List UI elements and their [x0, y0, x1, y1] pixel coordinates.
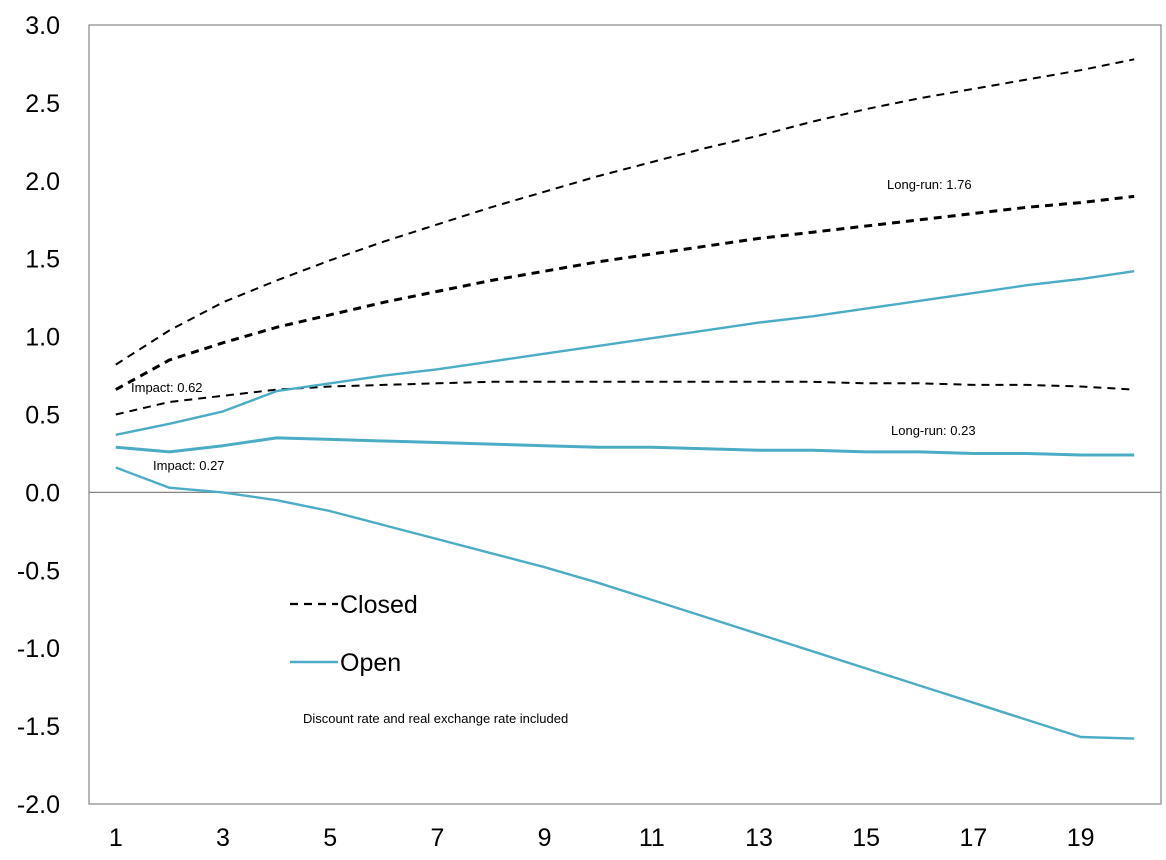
y-tick-label: 1.0	[25, 324, 60, 352]
y-tick-label: -2.0	[17, 791, 60, 819]
series-layer	[115, 58, 1135, 740]
y-tick-label: 1.5	[25, 246, 60, 274]
series-closed-median-line	[115, 194, 1135, 391]
x-tick-label: 9	[538, 824, 552, 852]
annotation-closed-impact: Impact: 0.62	[131, 380, 203, 395]
y-axis-ticks: 3.0 2.5 2.0 1.5 1.0 0.5 0.0 -0.5 -1.0 -1.5 -2.0	[17, 12, 60, 819]
y-tick-label: -1.0	[17, 635, 60, 663]
y-tick-label: 3.0	[25, 12, 60, 40]
x-tick-label: 17	[959, 824, 987, 852]
y-tick-label: 2.5	[25, 90, 60, 118]
x-tick-label: 15	[852, 824, 880, 852]
y-tick-label: 2.0	[25, 168, 60, 196]
annotation-open-longrun: Long-run: 0.23	[891, 423, 976, 438]
legend: Closed Open	[290, 591, 418, 677]
x-tick-label: 19	[1067, 824, 1095, 852]
x-axis-ticks: 1 3 5 7 9 11 13 15 17 19	[109, 824, 1095, 852]
series-open-median-line	[115, 436, 1135, 457]
series-closed-upper-line	[115, 58, 1135, 366]
x-tick-label: 13	[745, 824, 773, 852]
annotation-closed-longrun: Long-run: 1.76	[887, 177, 972, 192]
y-tick-label: -0.5	[17, 557, 60, 585]
x-tick-label: 5	[323, 824, 337, 852]
annotation-open-impact: Impact: 0.27	[153, 458, 225, 473]
series-open-lower-line	[115, 466, 1135, 740]
y-tick-label: 0.0	[25, 479, 60, 507]
x-tick-label: 1	[109, 824, 123, 852]
plot-area	[88, 24, 1162, 805]
x-tick-label: 3	[216, 824, 230, 852]
x-tick-label: 7	[430, 824, 444, 852]
series-open-upper-line	[115, 270, 1135, 436]
y-tick-label: 0.5	[25, 402, 60, 430]
legend-open-label: Open	[340, 649, 401, 677]
x-tick-label: 11	[639, 824, 665, 852]
legend-closed-label: Closed	[340, 591, 418, 619]
y-tick-label: -1.5	[17, 713, 60, 741]
chart-note: Discount rate and real exchange rate inc…	[303, 711, 568, 726]
